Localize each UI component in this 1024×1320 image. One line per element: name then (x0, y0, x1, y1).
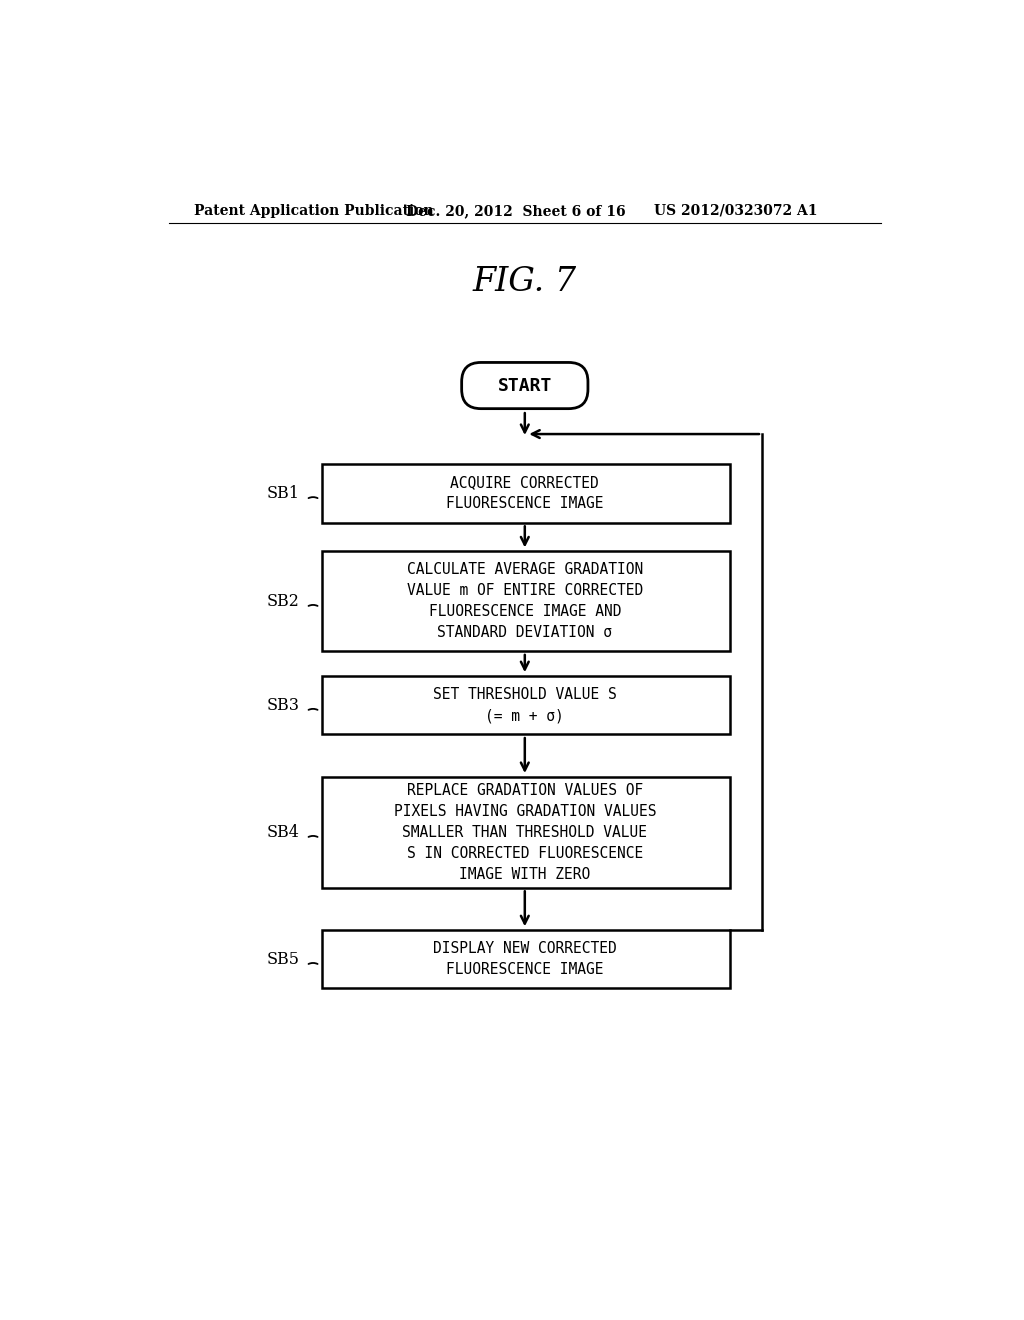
FancyBboxPatch shape (322, 776, 730, 887)
FancyBboxPatch shape (462, 363, 588, 409)
FancyBboxPatch shape (322, 552, 730, 651)
Text: SB2: SB2 (267, 593, 300, 610)
Text: FIG. 7: FIG. 7 (473, 265, 577, 297)
Text: Patent Application Publication: Patent Application Publication (194, 203, 433, 218)
Text: SB1: SB1 (267, 484, 300, 502)
Text: ACQUIRE CORRECTED
FLUORESCENCE IMAGE: ACQUIRE CORRECTED FLUORESCENCE IMAGE (446, 475, 603, 511)
Text: REPLACE GRADATION VALUES OF
PIXELS HAVING GRADATION VALUES
SMALLER THAN THRESHOL: REPLACE GRADATION VALUES OF PIXELS HAVIN… (393, 783, 656, 882)
FancyBboxPatch shape (322, 676, 730, 734)
FancyBboxPatch shape (322, 929, 730, 989)
FancyBboxPatch shape (322, 465, 730, 523)
Text: START: START (498, 376, 552, 395)
Text: SB4: SB4 (267, 824, 300, 841)
Text: CALCULATE AVERAGE GRADATION
VALUE m OF ENTIRE CORRECTED
FLUORESCENCE IMAGE AND
S: CALCULATE AVERAGE GRADATION VALUE m OF E… (407, 562, 643, 640)
Text: US 2012/0323072 A1: US 2012/0323072 A1 (654, 203, 817, 218)
Text: SB5: SB5 (267, 950, 300, 968)
Text: DISPLAY NEW CORRECTED
FLUORESCENCE IMAGE: DISPLAY NEW CORRECTED FLUORESCENCE IMAGE (433, 941, 616, 977)
Text: Dec. 20, 2012  Sheet 6 of 16: Dec. 20, 2012 Sheet 6 of 16 (407, 203, 626, 218)
Text: SB3: SB3 (267, 697, 300, 714)
Text: SET THRESHOLD VALUE S
(= m + σ): SET THRESHOLD VALUE S (= m + σ) (433, 688, 616, 723)
